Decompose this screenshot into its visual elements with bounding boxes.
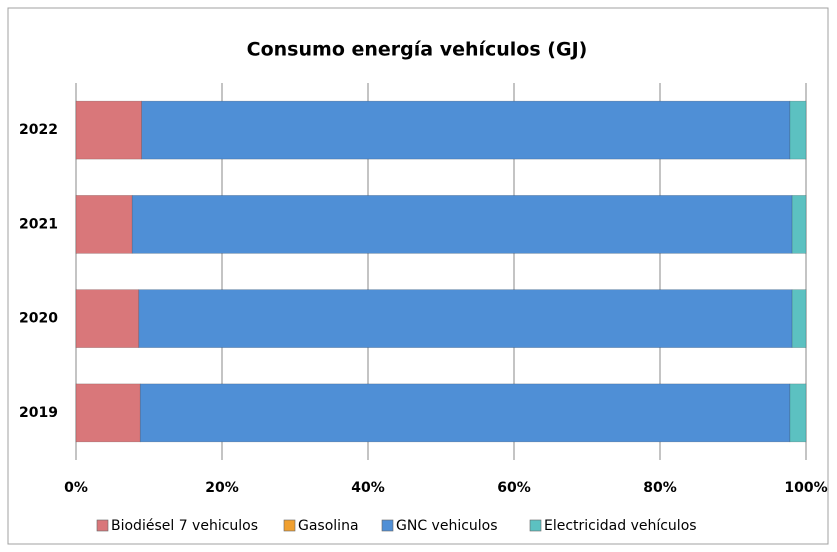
bar-segment [141,100,791,160]
legend-swatch [381,519,394,532]
bar-segment [75,100,142,160]
legend-label: Biodiésel 7 vehiculos [111,518,258,534]
chart-title: Consumo energía vehículos (GJ) [247,39,588,61]
x-tick-label: 80% [643,480,677,496]
bar-segment [138,289,793,348]
x-tick-label: 20% [205,480,239,496]
bar-segment [791,195,807,254]
bar-segment [789,383,807,443]
legend-label: GNC vehiculos [396,518,498,534]
bar-segment [131,195,793,254]
legend-swatch [529,519,542,532]
bar-segment [791,289,807,348]
bar-segment [139,383,791,443]
y-tick-label: 2019 [19,405,58,421]
legend-swatch [96,519,109,532]
y-tick-label: 2021 [19,216,58,232]
chart-border [7,7,829,545]
y-tick-label: 2020 [19,311,58,327]
legend-label: Gasolina [298,518,359,534]
legend-swatch [283,519,296,532]
x-tick-label: 60% [497,480,531,496]
x-tick-label: 40% [351,480,385,496]
bar-segment [75,289,140,348]
bar-segment [789,100,807,160]
bar-segment [75,195,133,254]
x-tick-label: 100% [784,480,827,496]
legend-label: Electricidad vehículos [544,518,697,534]
y-tick-label: 2022 [19,122,58,138]
x-tick-label: 0% [64,480,88,496]
bar-segment [75,383,141,443]
